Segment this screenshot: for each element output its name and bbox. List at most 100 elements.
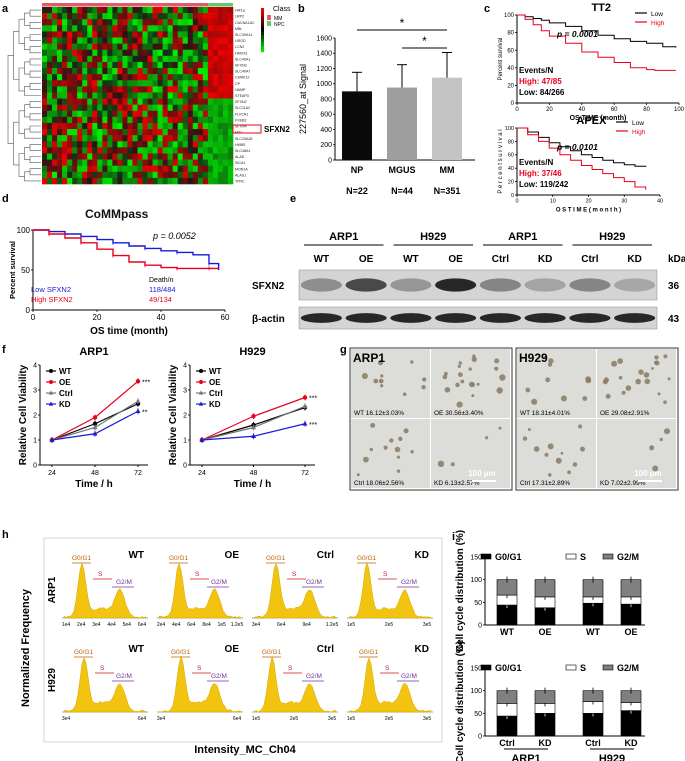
stacked-segment-g0g1 <box>582 713 604 737</box>
heatmap-cell <box>47 177 53 185</box>
heatmap-cell <box>187 13 194 20</box>
colony-cell <box>618 375 623 380</box>
n-label: N=44 <box>391 186 413 196</box>
heatmap-cell <box>92 37 98 44</box>
colony-cell <box>499 374 506 381</box>
heatmap-cell <box>147 86 153 93</box>
heatmap-cell <box>117 159 123 166</box>
heatmap-cell <box>207 165 214 173</box>
heatmap-cell <box>117 110 123 118</box>
heatmap-cell <box>207 110 214 118</box>
heatmap-cell <box>177 177 184 185</box>
heatmap-cell <box>102 122 108 130</box>
y-tick-label: 1 <box>33 437 37 444</box>
heatmap-cell <box>157 129 163 136</box>
x-tick-label: 80 <box>643 107 650 113</box>
heatmap-cell <box>62 19 68 26</box>
group-label: ARP1 <box>511 753 540 761</box>
heatmap-cell <box>92 110 98 118</box>
heatmap-cell <box>62 122 68 130</box>
heatmap-cell <box>77 129 83 136</box>
heatmap-cell <box>187 55 194 63</box>
colony-cell <box>555 457 562 464</box>
heatmap-cell <box>222 177 229 185</box>
heatmap-cell <box>77 55 83 63</box>
protein-band <box>524 278 566 292</box>
dendrogram-branch <box>24 171 41 182</box>
heatmap-cell <box>147 147 153 154</box>
colony-cell <box>398 436 403 441</box>
heatmap-cell <box>117 122 123 130</box>
heatmap-cell <box>107 122 113 130</box>
heatmap-cell <box>117 74 123 81</box>
heatmap-cell <box>142 25 148 32</box>
heatmap-cell <box>167 135 173 142</box>
heatmap-cell <box>47 25 53 32</box>
heatmap-cell <box>152 135 158 142</box>
heatmap-cell <box>177 13 184 20</box>
heatmap-cell <box>47 31 53 38</box>
heatmap-cell <box>137 177 143 185</box>
heatmap-cell <box>42 141 48 148</box>
heatmap-cell <box>57 61 63 69</box>
heatmap-cell <box>77 165 83 173</box>
histogram-tick-label: 4e4 <box>172 622 181 628</box>
heatmap-cell <box>82 49 88 57</box>
heatmap-cell <box>47 165 53 173</box>
heatmap-cell <box>112 80 118 87</box>
heatmap-cell <box>207 74 214 81</box>
heatmap-cell <box>47 122 53 130</box>
heatmap-cell <box>97 25 103 32</box>
bar-np <box>342 91 372 160</box>
heatmap-cell <box>62 165 68 173</box>
heatmap-cell <box>222 141 229 148</box>
heatmap-cell <box>132 104 138 112</box>
heatmap-cell <box>132 61 138 69</box>
heatmap-cell <box>102 141 108 148</box>
heatmap-cell <box>212 25 219 32</box>
heatmap-cell <box>62 177 68 185</box>
gene-label: ALAS1 <box>235 173 246 177</box>
heatmap-cell <box>47 74 53 81</box>
heatmap-cell <box>147 104 153 112</box>
group-label: H929 <box>599 753 625 761</box>
histogram-tick-label: 3e4 <box>92 622 101 628</box>
colony-cell <box>394 446 401 453</box>
heatmap-cell <box>122 86 128 93</box>
heatmap-cell <box>142 98 148 105</box>
data-point <box>135 408 141 414</box>
heatmap-cell <box>92 92 98 99</box>
heatmap-cell <box>112 104 118 112</box>
colony-cell <box>644 378 651 385</box>
heatmap-cell <box>172 37 179 44</box>
heatmap-cell <box>82 80 88 87</box>
cell-line-label: ARP1 <box>329 231 358 243</box>
heatmap-cell <box>67 165 73 173</box>
heatmap-cell <box>227 55 234 63</box>
heatmap-cell <box>192 43 199 51</box>
heatmap-cell <box>52 122 58 130</box>
heatmap-cell <box>102 86 108 93</box>
heatmap-cell <box>122 104 128 112</box>
colony-cell <box>560 395 567 402</box>
heatmap-cell <box>77 135 83 142</box>
heatmap-cell <box>172 165 179 173</box>
heatmap-cell <box>227 68 234 75</box>
panel-label-h: h <box>2 529 9 541</box>
heatmap-cell <box>77 19 83 26</box>
heatmap-cell <box>152 86 158 93</box>
gene-label: SLC40A7 <box>235 70 250 74</box>
heatmap-cell <box>217 19 224 26</box>
heatmap-cell <box>142 116 148 124</box>
heatmap-cell <box>192 13 199 20</box>
heatmap-cell <box>112 49 118 57</box>
category-label: OE <box>624 627 637 637</box>
heatmap-cell <box>147 153 153 160</box>
heatmap-cell <box>72 86 78 93</box>
heatmap-cell <box>77 153 83 160</box>
heatmap-cell <box>212 122 219 130</box>
heatmap-cell <box>212 153 219 160</box>
heatmap-cell <box>67 104 73 112</box>
heatmap-cell <box>57 37 63 44</box>
